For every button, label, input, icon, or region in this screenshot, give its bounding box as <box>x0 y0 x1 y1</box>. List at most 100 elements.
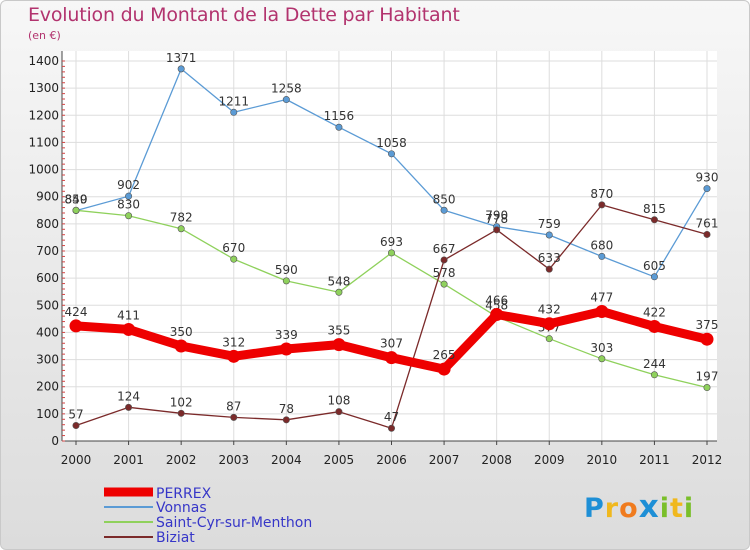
data-label: 1371 <box>166 51 197 65</box>
y-tick-label: 900 <box>36 190 59 204</box>
chart-unit-label: (en €) <box>28 29 61 42</box>
data-point <box>440 280 448 288</box>
data-label: 432 <box>538 303 561 317</box>
y-tick-label: 0 <box>51 434 59 448</box>
data-point <box>332 338 346 352</box>
data-point <box>387 249 395 257</box>
data-label: 108 <box>327 394 350 408</box>
x-tick-label: 2005 <box>324 453 355 467</box>
y-tick-label: 400 <box>36 325 59 339</box>
data-label: 355 <box>327 324 350 338</box>
data-label: 590 <box>275 263 298 277</box>
data-point <box>703 230 711 238</box>
y-tick-label: 200 <box>36 380 59 394</box>
x-tick-label: 2006 <box>376 453 407 467</box>
data-label: 411 <box>117 308 140 322</box>
data-label: 350 <box>170 325 193 339</box>
data-label: 78 <box>279 402 294 416</box>
data-label: 633 <box>538 251 561 265</box>
x-tick-label: 2009 <box>534 453 565 467</box>
y-tick-label: 1200 <box>28 108 59 122</box>
data-point <box>598 201 606 209</box>
y-tick-label: 800 <box>36 217 59 231</box>
data-point <box>595 305 609 319</box>
data-label: 849 <box>65 193 88 207</box>
data-point <box>72 206 80 214</box>
data-point <box>177 65 185 73</box>
x-tick-label: 2012 <box>692 453 723 467</box>
data-point <box>177 225 185 233</box>
data-label: 339 <box>275 328 298 342</box>
data-point <box>125 403 133 411</box>
data-point <box>69 319 83 333</box>
data-point <box>230 255 238 263</box>
data-label: 466 <box>485 294 508 308</box>
data-point <box>700 332 714 346</box>
data-point <box>387 424 395 432</box>
data-point <box>542 317 556 331</box>
data-point <box>125 192 133 200</box>
data-label: 790 <box>485 209 508 223</box>
y-tick-label: 1300 <box>28 81 59 95</box>
data-point <box>122 322 136 336</box>
y-tick-label: 1100 <box>28 135 59 149</box>
data-label: 124 <box>117 389 140 403</box>
x-tick-label: 2002 <box>166 453 197 467</box>
x-tick-label: 2000 <box>61 453 92 467</box>
data-point <box>545 265 553 273</box>
data-label: 870 <box>590 187 613 201</box>
x-tick-label: 2001 <box>113 453 144 467</box>
y-tick-label: 1400 <box>28 54 59 68</box>
data-label: 850 <box>433 192 456 206</box>
data-point <box>703 384 711 392</box>
data-point <box>279 342 293 356</box>
x-tick-label: 2003 <box>218 453 249 467</box>
data-point <box>703 185 711 193</box>
data-label: 815 <box>643 202 666 216</box>
data-label: 667 <box>433 242 456 256</box>
chart-title: Evolution du Montant de la Dette par Hab… <box>28 4 460 26</box>
data-label: 605 <box>643 259 666 273</box>
data-point <box>650 273 658 281</box>
data-label: 850 <box>65 192 88 206</box>
data-label: 680 <box>590 238 613 252</box>
legend-label-vonnas: Vonnas <box>156 500 207 516</box>
legend-label-saint-cyr: Saint-Cyr-sur-Menthon <box>156 515 313 531</box>
y-tick-label: 600 <box>36 271 59 285</box>
data-point <box>650 216 658 224</box>
data-point <box>385 351 398 365</box>
data-point <box>387 150 395 158</box>
data-label: 477 <box>590 291 613 305</box>
x-tick-label: 2007 <box>429 453 460 467</box>
data-label: 902 <box>117 178 140 192</box>
data-label: 759 <box>538 217 561 231</box>
data-label: 458 <box>485 299 508 313</box>
proxiti-logo: Proxiti <box>584 489 695 525</box>
data-point <box>493 226 501 234</box>
x-tick-label: 2008 <box>481 453 512 467</box>
data-label: 548 <box>327 274 350 288</box>
data-point <box>545 335 553 343</box>
data-point <box>125 212 133 220</box>
data-label: 197 <box>696 370 719 384</box>
data-point <box>335 288 343 296</box>
data-label: 693 <box>380 235 403 249</box>
data-label: 1058 <box>376 136 407 150</box>
data-label: 303 <box>590 341 613 355</box>
data-point <box>177 409 185 417</box>
data-point <box>72 422 80 430</box>
data-label: 670 <box>222 241 245 255</box>
data-label: 578 <box>433 266 456 280</box>
data-point <box>282 277 290 285</box>
data-label: 102 <box>170 395 193 409</box>
data-label: 265 <box>433 348 456 362</box>
y-tick-label: 500 <box>36 298 59 312</box>
data-point <box>647 319 661 333</box>
data-point <box>598 355 606 363</box>
data-label: 761 <box>696 216 719 230</box>
data-point <box>174 339 188 353</box>
data-point <box>230 413 238 421</box>
data-label: 422 <box>643 305 666 319</box>
data-label: 87 <box>226 399 241 413</box>
